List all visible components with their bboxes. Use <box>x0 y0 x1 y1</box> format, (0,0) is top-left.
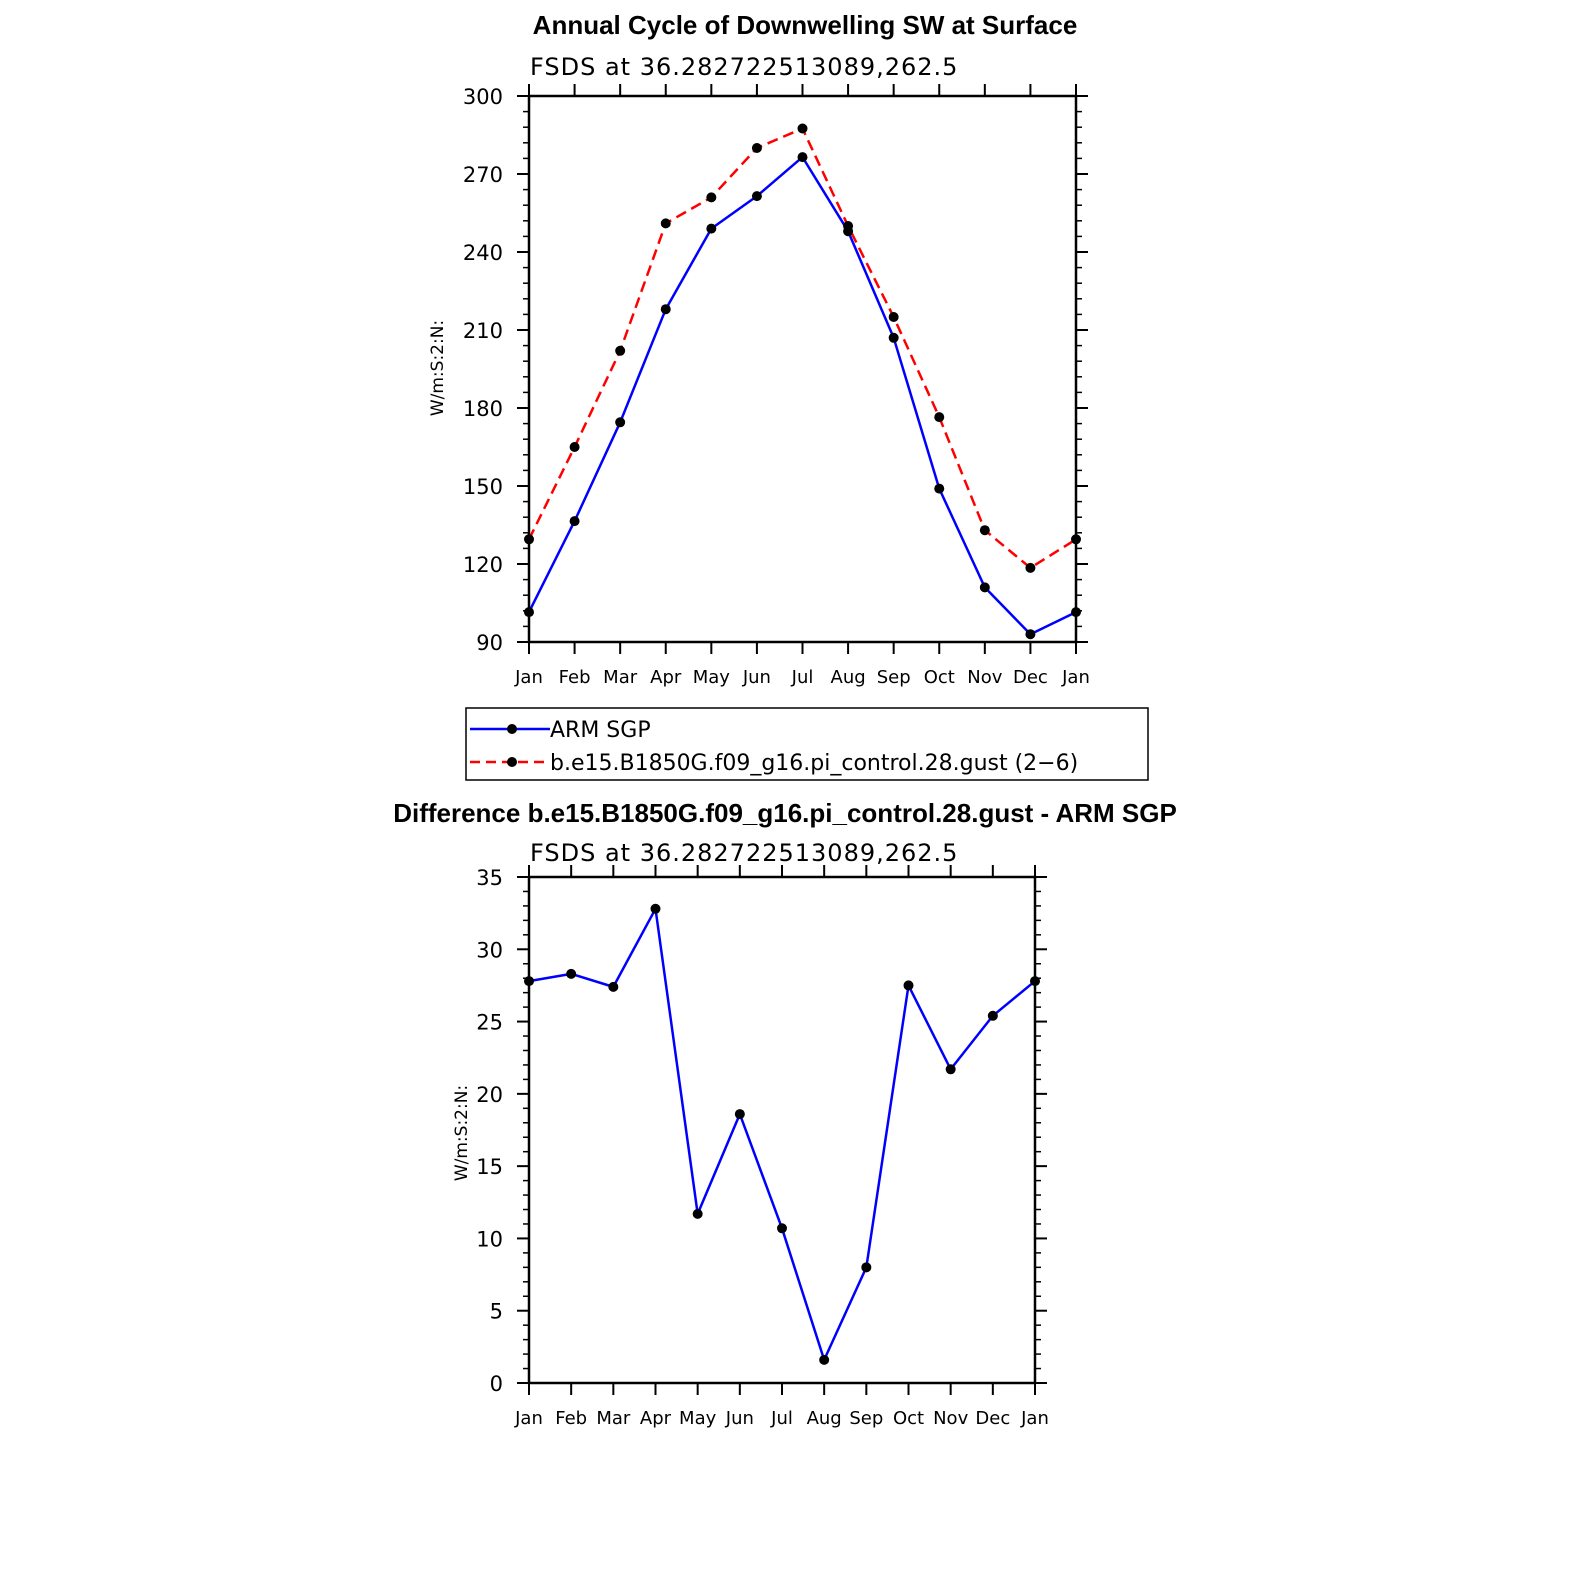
y-tick-label: 90 <box>476 631 503 655</box>
legend: ARM SGP b.e15.B1850G.f09_g16.pi_control.… <box>465 707 1149 781</box>
x-tick-label: Feb <box>559 667 591 688</box>
chart1-ylabel: W/m:S:2:N: <box>428 320 448 416</box>
data-point-1-1 <box>660 304 671 315</box>
x-tick-label: May <box>679 1408 717 1429</box>
data-point-1-1 <box>751 191 762 202</box>
y-tick-label: 210 <box>463 319 503 343</box>
data-point-1-1 <box>1071 607 1081 618</box>
data-point-1-1 <box>1025 629 1036 640</box>
x-tick-label: Jan <box>514 667 543 688</box>
chart1-title: Annual Cycle of Downwelling SW at Surfac… <box>533 10 1078 40</box>
data-point-1-2 <box>615 345 626 356</box>
x-tick-label: Jan <box>1061 667 1090 688</box>
data-point-2-1 <box>1030 976 1040 987</box>
y-tick-label: 240 <box>463 241 503 265</box>
x-tick-label: Apr <box>650 667 682 688</box>
legend-marker-arm-sgp <box>507 724 517 734</box>
data-point-1-1 <box>569 516 580 527</box>
x-tick-label: Jan <box>514 1408 543 1429</box>
x-tick-label: Apr <box>640 1408 672 1429</box>
x-tick-label: Jan <box>1020 1408 1049 1429</box>
x-tick-label: Dec <box>975 1408 1010 1429</box>
series-line-1-2 <box>527 127 1077 570</box>
y-tick-label: 20 <box>476 1083 503 1107</box>
data-point-1-2 <box>1025 562 1036 573</box>
data-point-1-2 <box>888 312 899 322</box>
y-tick-label: 120 <box>463 553 503 577</box>
y-tick-label: 180 <box>463 397 503 421</box>
data-point-1-1 <box>979 582 990 593</box>
data-point-2-1 <box>945 1064 956 1075</box>
data-point-1-2 <box>569 442 580 452</box>
legend-label-model: b.e15.B1850G.f09_g16.pi_control.28.gust … <box>550 751 1078 776</box>
data-point-2-1 <box>819 1354 830 1365</box>
y-tick-label: 5 <box>490 1300 503 1324</box>
data-point-2-1 <box>650 903 661 914</box>
data-point-1-2 <box>751 143 762 153</box>
legend-box <box>465 707 1149 781</box>
x-tick-label: Sep <box>849 1408 883 1429</box>
data-point-1-2 <box>524 534 534 545</box>
x-tick-label: Sep <box>877 667 911 688</box>
y-tick-label: 25 <box>476 1011 503 1035</box>
legend-marker-model <box>507 757 517 767</box>
data-point-2-1 <box>566 968 577 979</box>
data-point-2-1 <box>692 1208 703 1219</box>
data-point-2-1 <box>987 1010 998 1021</box>
data-point-2-1 <box>734 1109 745 1120</box>
data-point-1-1 <box>524 607 534 618</box>
x-tick-label: Mar <box>596 1408 631 1429</box>
series-line-1-1 <box>527 155 1077 636</box>
data-point-1-2 <box>843 221 854 231</box>
y-tick-label: 15 <box>476 1155 503 1179</box>
y-tick-label: 150 <box>463 475 503 499</box>
y-tick-label: 300 <box>463 85 503 109</box>
y-tick-label: 30 <box>476 938 503 962</box>
difference-chart: Difference b.e15.B1850G.f09_g16.pi_contr… <box>393 798 1177 1429</box>
data-point-1-1 <box>888 332 899 343</box>
data-point-1-1 <box>706 223 717 234</box>
data-point-1-1 <box>934 483 945 494</box>
data-point-1-2 <box>1071 534 1081 545</box>
x-tick-label: Jun <box>725 1408 754 1429</box>
x-tick-label: Jul <box>791 667 814 688</box>
chart1-subtitle: FSDS at 36.282722513089,262.5 <box>530 53 958 81</box>
x-tick-label: Jun <box>742 667 771 688</box>
x-tick-label: Mar <box>603 667 638 688</box>
y-tick-label: 0 <box>490 1372 503 1396</box>
data-point-2-1 <box>777 1223 787 1234</box>
data-point-1-2 <box>660 218 671 229</box>
chart2-subtitle: FSDS at 36.282722513089,262.5 <box>530 839 958 867</box>
x-tick-label: Dec <box>1013 667 1048 688</box>
x-tick-label: Nov <box>967 667 1002 688</box>
x-tick-label: Aug <box>831 667 866 688</box>
chart2-frame <box>527 875 1037 1385</box>
annual-cycle-chart: Annual Cycle of Downwelling SW at Surfac… <box>428 10 1090 688</box>
legend-label-arm-sgp: ARM SGP <box>550 718 651 743</box>
x-tick-label: Jul <box>770 1408 793 1429</box>
x-tick-label: Feb <box>555 1408 587 1429</box>
chart2-ylabel: W/m:S:2:N: <box>452 1085 472 1181</box>
chart2-title: Difference b.e15.B1850G.f09_g16.pi_contr… <box>393 798 1177 828</box>
y-tick-label: 270 <box>463 163 503 187</box>
y-tick-label: 35 <box>476 866 503 890</box>
data-point-2-1 <box>524 976 534 987</box>
data-point-1-2 <box>934 412 945 423</box>
series-line-2-1 <box>528 907 1036 1362</box>
data-point-1-2 <box>706 192 717 203</box>
data-point-2-1 <box>861 1262 872 1273</box>
x-tick-label: Oct <box>924 667 955 688</box>
data-point-1-2 <box>797 123 808 134</box>
x-tick-label: Aug <box>807 1408 842 1429</box>
data-point-2-1 <box>903 980 914 991</box>
y-tick-label: 10 <box>476 1227 503 1251</box>
data-point-1-1 <box>615 417 626 428</box>
x-tick-label: Nov <box>933 1408 968 1429</box>
x-tick-label: May <box>693 667 731 688</box>
data-point-1-2 <box>979 525 990 536</box>
x-tick-label: Oct <box>893 1408 924 1429</box>
data-point-2-1 <box>608 981 619 992</box>
data-point-1-1 <box>797 152 808 163</box>
